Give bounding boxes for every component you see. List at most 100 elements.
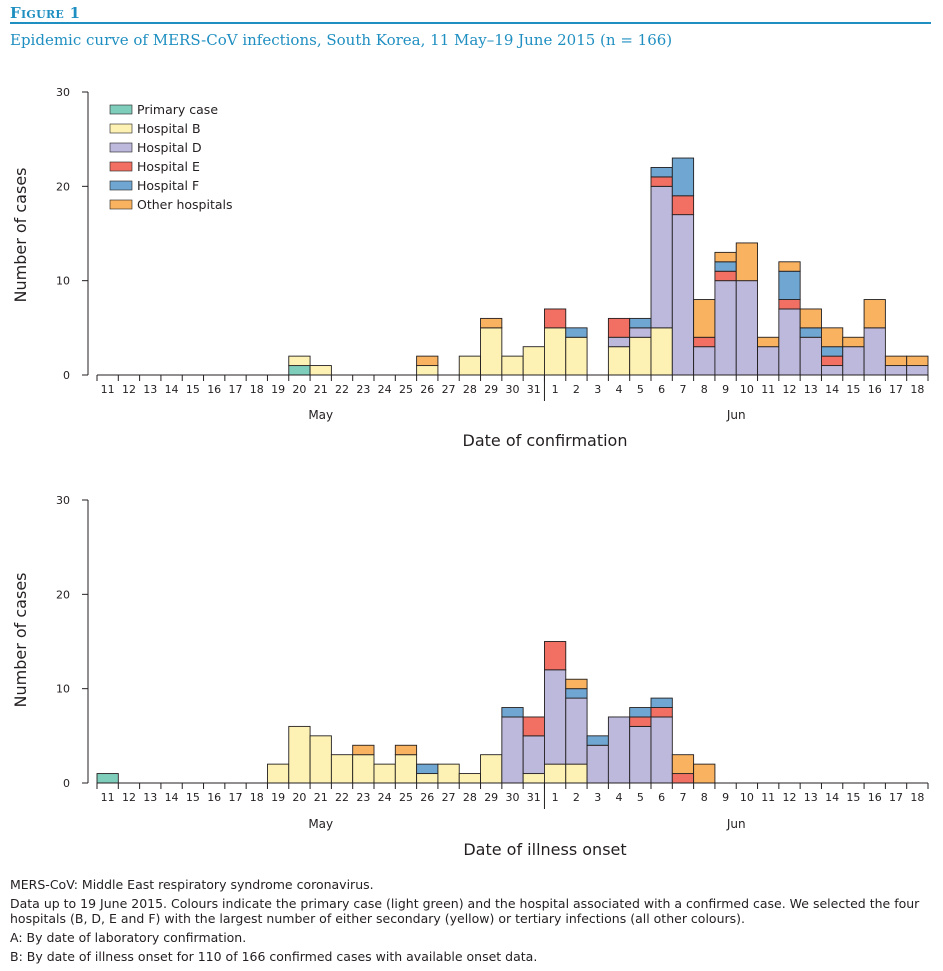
panel-a-bar-segment <box>671 157 695 197</box>
panel-b-x-tick-label: 5 <box>637 791 644 804</box>
panel-b-x-tick-label: 12 <box>122 791 136 804</box>
panel-b-x-tick-label: 14 <box>825 791 839 804</box>
panel-a-bar-segment <box>778 270 801 300</box>
panel-a-x-tick-label: 18 <box>250 383 264 396</box>
panel-b-bar-segment <box>501 716 524 784</box>
panel-b-bar-segment <box>416 763 439 775</box>
panel-b-x-tick-label: 9 <box>722 791 729 804</box>
panel-a-bar-segment <box>842 336 865 348</box>
panel-a-y-tick-label: 30 <box>56 86 70 99</box>
panel-a-bar-segment <box>458 355 481 376</box>
panel-a-x-tick-label: 11 <box>101 383 115 396</box>
panel-b-x-tick-label: 26 <box>420 791 434 804</box>
panel-b-bar-segment <box>437 763 460 784</box>
panel-b-x-tick-label: 30 <box>506 791 520 804</box>
panel-a-bar-segment <box>650 176 673 187</box>
panel-a-bar-segment <box>629 317 652 329</box>
panel-a-x-tick-label: 14 <box>825 383 839 396</box>
panel-a-bar-segment <box>309 365 332 376</box>
panel-a-bar-segment <box>778 308 801 376</box>
panel-b-x-tick-label: 3 <box>594 791 601 804</box>
panel-b-x-tick-label: 18 <box>250 791 264 804</box>
panel-b-bar-segment <box>394 754 418 784</box>
panel-b-bar-segment <box>629 707 652 718</box>
panel-a-x-tick-label: 2 <box>573 383 580 396</box>
panel-a-x-tick-label: 29 <box>484 383 498 396</box>
panel-a-x-tick-label: 6 <box>658 383 665 396</box>
panel-b-bar-segment <box>458 773 481 784</box>
panel-a-bar-segment <box>757 346 780 376</box>
panel-b-x-tick-label: 10 <box>740 791 754 804</box>
panel-a-x-tick-label: 16 <box>868 383 882 396</box>
panel-a-bar-segment <box>565 336 588 376</box>
panel-a-bar-segment <box>693 346 716 376</box>
legend-swatch <box>109 180 133 191</box>
panel-b-x-tick-label: 17 <box>229 791 243 804</box>
panel-a-x-tick-label: 11 <box>761 383 775 396</box>
panel-a-bar-segment <box>565 327 588 338</box>
panel-a-bar-segment <box>693 336 716 348</box>
panel-a-bar-segment <box>480 317 503 329</box>
panel-a-x-tick-label: 20 <box>292 383 306 396</box>
panel-b-bar-segment <box>522 716 545 737</box>
panel-b-bar-segment <box>629 716 652 727</box>
panel-b-x-tick-label: 7 <box>679 791 686 804</box>
panel-b-x-tick-label: 23 <box>356 791 370 804</box>
panel-a-x-tick-label: 16 <box>207 383 221 396</box>
panel-b-x-tick-label: 25 <box>399 791 413 804</box>
legend-label: Hospital E <box>137 159 200 174</box>
legend-swatch <box>109 104 133 115</box>
panel-a-x-tick-label: 21 <box>314 383 328 396</box>
panel-a-x-tick-label: 26 <box>420 383 434 396</box>
panel-a-bar-segment <box>714 270 737 282</box>
panel-a-bar-segment <box>607 346 631 376</box>
panel-b-x-tick-label: 29 <box>484 791 498 804</box>
panel-a-x-tick-label: 9 <box>722 383 729 396</box>
legend-label: Other hospitals <box>137 197 233 212</box>
panel-a-bar-segment <box>714 251 737 263</box>
panel-a-bar-segment <box>607 336 631 348</box>
panel-a-y-tick-label: 0 <box>63 369 70 382</box>
panel-b-bar-segment <box>586 735 609 746</box>
panel-b-bar-segment <box>671 773 695 784</box>
panel-b-y-axis-title: Number of cases <box>11 573 30 708</box>
panel-b-x-tick-label: 2 <box>573 791 580 804</box>
panel-b-bar-segment <box>693 763 716 784</box>
panel-b-x-tick-label: 15 <box>186 791 200 804</box>
panel-b-x-tick-label: 16 <box>207 791 221 804</box>
panel-a-bar-segment <box>288 365 311 376</box>
panel-a-bar-segment <box>863 327 886 376</box>
panel-a-x-tick-label: 18 <box>910 383 924 396</box>
panel-a-x-tick-label: 31 <box>527 383 541 396</box>
footnote-panel-a: A: By date of laboratory confirmation. <box>10 930 247 945</box>
panel-a-x-tick-label: 12 <box>783 383 797 396</box>
panel-b-x-tick-label: 21 <box>314 791 328 804</box>
panel-b-x-axis-title: Date of illness onset <box>463 840 626 859</box>
panel-b-y-tick-label: 30 <box>56 494 70 507</box>
footnote-data-description: Data up to 19 June 2015. Colours indicat… <box>10 896 920 926</box>
panel-b-x-tick-label: 27 <box>442 791 456 804</box>
panel-b-bar-segment <box>607 716 631 784</box>
panel-b-x-tick-label: 13 <box>804 791 818 804</box>
panel-a-bar-segment <box>416 365 439 376</box>
panel-a-y-axis-title: Number of cases <box>11 168 30 303</box>
panel-a-bar-segment <box>842 346 865 376</box>
panel-a-x-tick-label: 28 <box>463 383 477 396</box>
panel-b-bar-segment <box>480 754 503 784</box>
panel-a-bar-segment <box>884 355 908 367</box>
panel-a-bar-segment <box>693 299 716 338</box>
panel-a-x-tick-label: 15 <box>846 383 860 396</box>
footnotes: MERS-CoV: Middle East respiratory syndro… <box>10 877 925 968</box>
panel-a-bar-segment <box>544 327 567 376</box>
panel-a-bar-segment <box>821 346 844 357</box>
panel-a-bar-segment <box>480 327 503 376</box>
panel-b-bar-segment <box>288 725 311 784</box>
legend-label: Hospital F <box>137 178 199 193</box>
panel-b-x-tick-label: 22 <box>335 791 349 804</box>
panel-a-x-tick-label: 15 <box>186 383 200 396</box>
panel-a-bar-segment <box>735 280 758 376</box>
panel-a-x-tick-label: 24 <box>378 383 392 396</box>
panel-a-bar-segment <box>799 327 822 338</box>
panel-a-y-tick-label: 10 <box>56 275 70 288</box>
